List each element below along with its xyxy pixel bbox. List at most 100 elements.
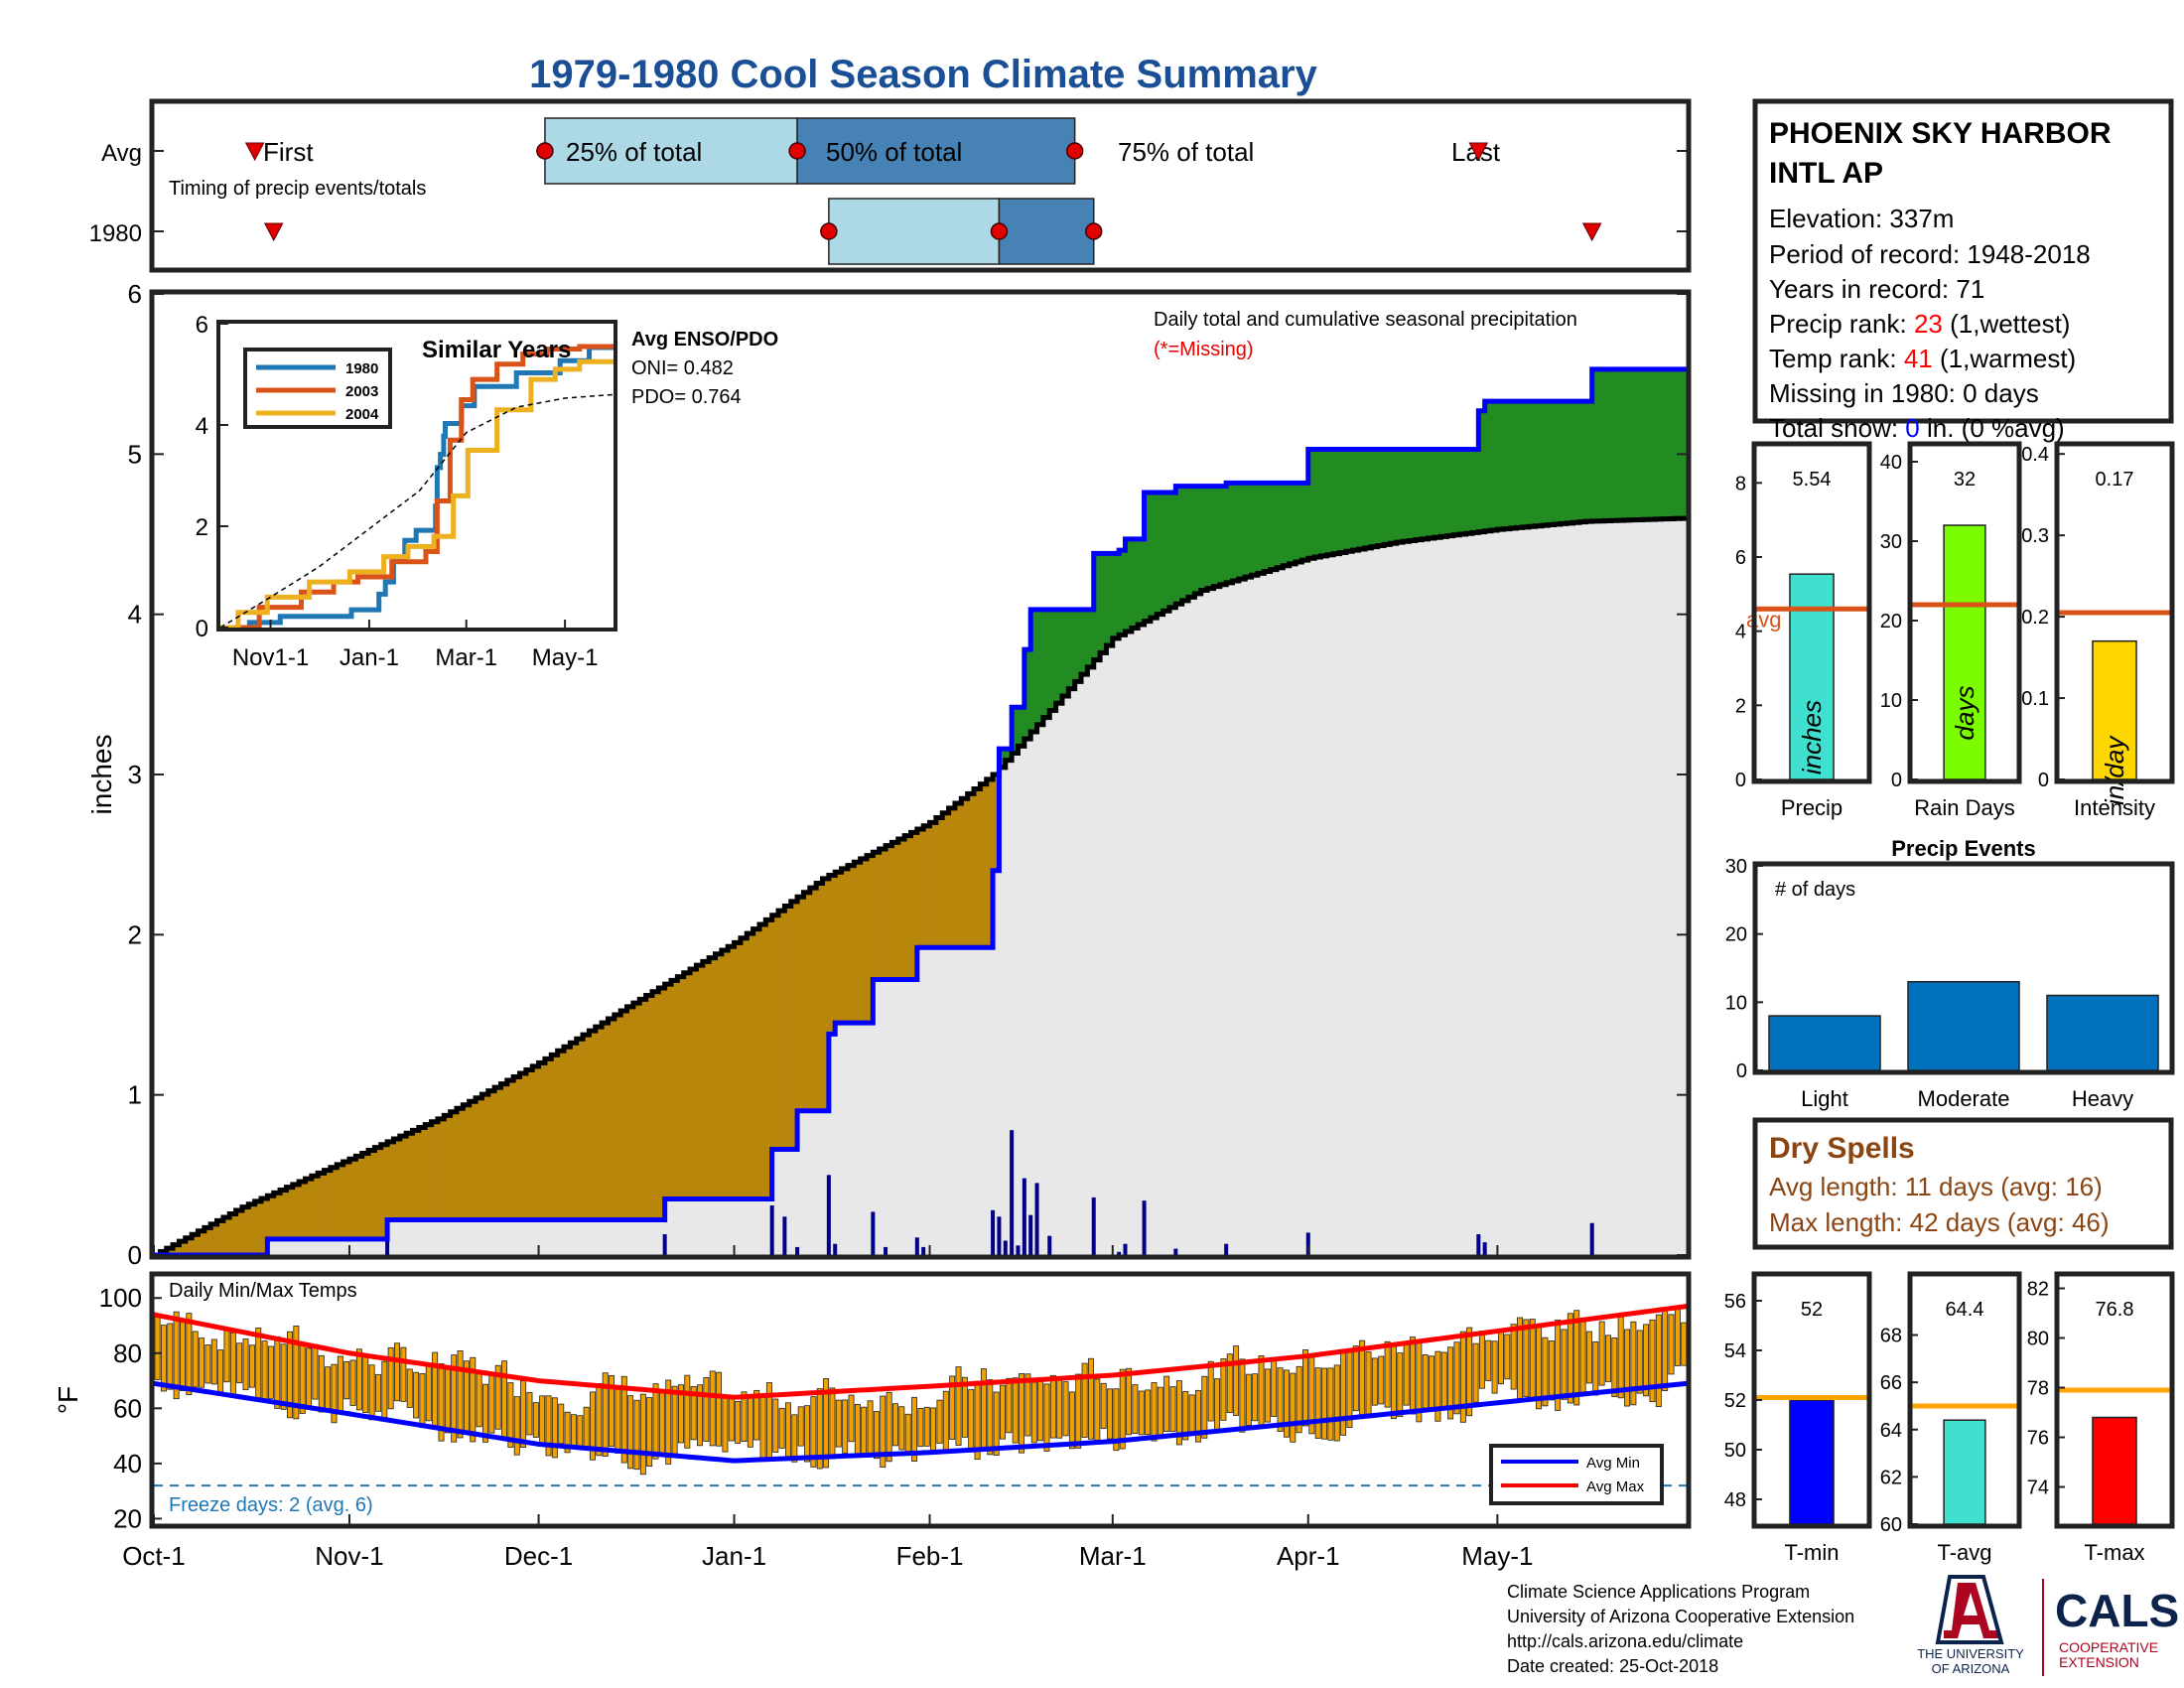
daily-temp-bar [1453,1341,1460,1415]
daily-temp-bar [609,1374,615,1448]
surplus-fill [1238,483,1246,580]
deficit-fill [626,1006,634,1220]
daily-temp-bar [1378,1355,1385,1405]
daily-precip-bar [991,1209,996,1255]
tmin-ytick-label: 50 [1724,1440,1746,1462]
deficit-fill [891,842,899,980]
daily-temp-bar [930,1407,937,1452]
surplus-fill [1119,550,1126,635]
tmax-frame [2054,1271,2175,1529]
deficit-fill [173,1244,180,1255]
precip-ytick-label: 8 [1735,473,1746,494]
daily-temp-bar [337,1355,343,1413]
surplus-fill [1257,483,1265,574]
surplus-fill [1572,401,1580,523]
daily-temp-bar [949,1375,956,1440]
daily-precip-bar [769,1204,774,1255]
intensity-bar [2092,639,2137,780]
daily-precip-bar [1117,1251,1122,1255]
surplus-fill [1168,492,1176,608]
deficit-fill [916,829,924,948]
inset-ytick-label: 2 [196,514,208,541]
surplus-fill [1333,449,1340,554]
timing-panel: Avg 1980 Timing of precip events/totals … [89,98,1692,273]
daily-temp-bar [1440,1351,1447,1409]
daily-temp-bar [1296,1365,1302,1434]
deficit-fill [500,1083,508,1220]
deficit-fill [444,1115,452,1220]
tmax-ytick-label: 76 [2027,1428,2049,1450]
daily-temp-bar [1579,1318,1586,1396]
cals-sub-line2: EXTENSION [2059,1654,2139,1670]
daily-temp-bar [1497,1332,1504,1385]
deficit-fill [771,914,779,1150]
main-ytick-label: 6 [128,279,142,309]
deficit-fill [860,858,868,1024]
daily-temp-bar [287,1331,293,1419]
daily-temp-bar [1107,1388,1113,1440]
daily-temp-bar [1194,1389,1201,1443]
daily-temp-bar [1340,1350,1347,1436]
tmin-value-label: 52 [1801,1299,1823,1321]
deficit-fill [993,774,1000,871]
daily-temp-bar [1410,1336,1416,1415]
deficit-fill [645,995,653,1220]
daily-temp-bar [1592,1340,1599,1396]
surplus-fill [1667,368,1675,519]
label-25: 25% of total [566,137,702,167]
deficit-fill [816,883,823,1111]
panel-tmin: T-min 48 50 52 54 56 52 [1724,1271,1872,1565]
deficit-fill [222,1216,230,1255]
panel-events: Light Moderate Heavy 0 10 20 30 Precip Events # … [1725,836,2175,1111]
inset-ytick-label: 0 [196,616,208,642]
daily-temp-bar [261,1340,268,1401]
tavg-ytick-label: 68 [1880,1326,1902,1347]
daily-temp-bar [526,1391,533,1436]
deficit-fill [967,793,975,948]
main-chart-title: Daily total and cumulative seasonal prec… [1154,309,1577,331]
daily-temp-bar [1220,1358,1227,1421]
daily-temp-bar [614,1385,621,1454]
intensity-ytick-label: 0.4 [2021,444,2049,466]
daily-temp-bar [1352,1345,1359,1412]
daily-temp-bar [1019,1372,1025,1454]
surplus-fill [1516,401,1524,528]
main-ytick-label: 2 [128,919,142,949]
surplus-fill [1055,609,1063,704]
events-ytick-label: 0 [1736,1060,1747,1082]
deficit-fill [355,1156,363,1239]
deficit-fill [557,1051,565,1220]
station-name-line1: PHOENIX SKY HARBOR [1769,117,2112,150]
main-ytick-label: 4 [128,600,142,630]
month-tick-label: Mar-1 [1079,1541,1147,1571]
tmax-ytick-label: 80 [2027,1329,2049,1350]
timing-avg-box-25-50 [544,117,798,185]
daily-temp-bar [1314,1367,1321,1439]
timing-obs-first-marker [263,222,284,242]
tmin-ytick-label: 52 [1724,1390,1746,1412]
deficit-fill [380,1144,388,1239]
deficit-fill [886,845,892,980]
tmin-ytick-label: 54 [1724,1340,1746,1362]
month-tick-label: Dec-1 [504,1541,573,1571]
daily-temp-bar [861,1406,868,1456]
raindays-category-label: Rain Days [1914,795,2014,820]
surplus-fill [1068,609,1076,689]
daily-temp-bar [476,1371,482,1428]
surplus-fill [1459,449,1467,534]
surplus-fill [1226,483,1233,583]
surplus-fill [1074,609,1082,682]
events-ytick-label: 10 [1725,992,1747,1014]
daily-temp-bar [280,1343,287,1410]
deficit-fill [974,788,981,948]
surplus-fill [1396,449,1404,543]
timing-obs-box-50-75 [998,198,1095,265]
daily-temp-bar [242,1338,249,1391]
daily-precip-bar [871,1211,876,1255]
surplus-fill [1157,492,1164,615]
temp-ytick-label: 40 [113,1449,142,1478]
legend-avg-min: Avg Min [1586,1455,1640,1472]
deficit-fill [235,1210,243,1255]
timing-obs-25-marker [820,222,838,240]
deficit-fill [241,1206,249,1255]
